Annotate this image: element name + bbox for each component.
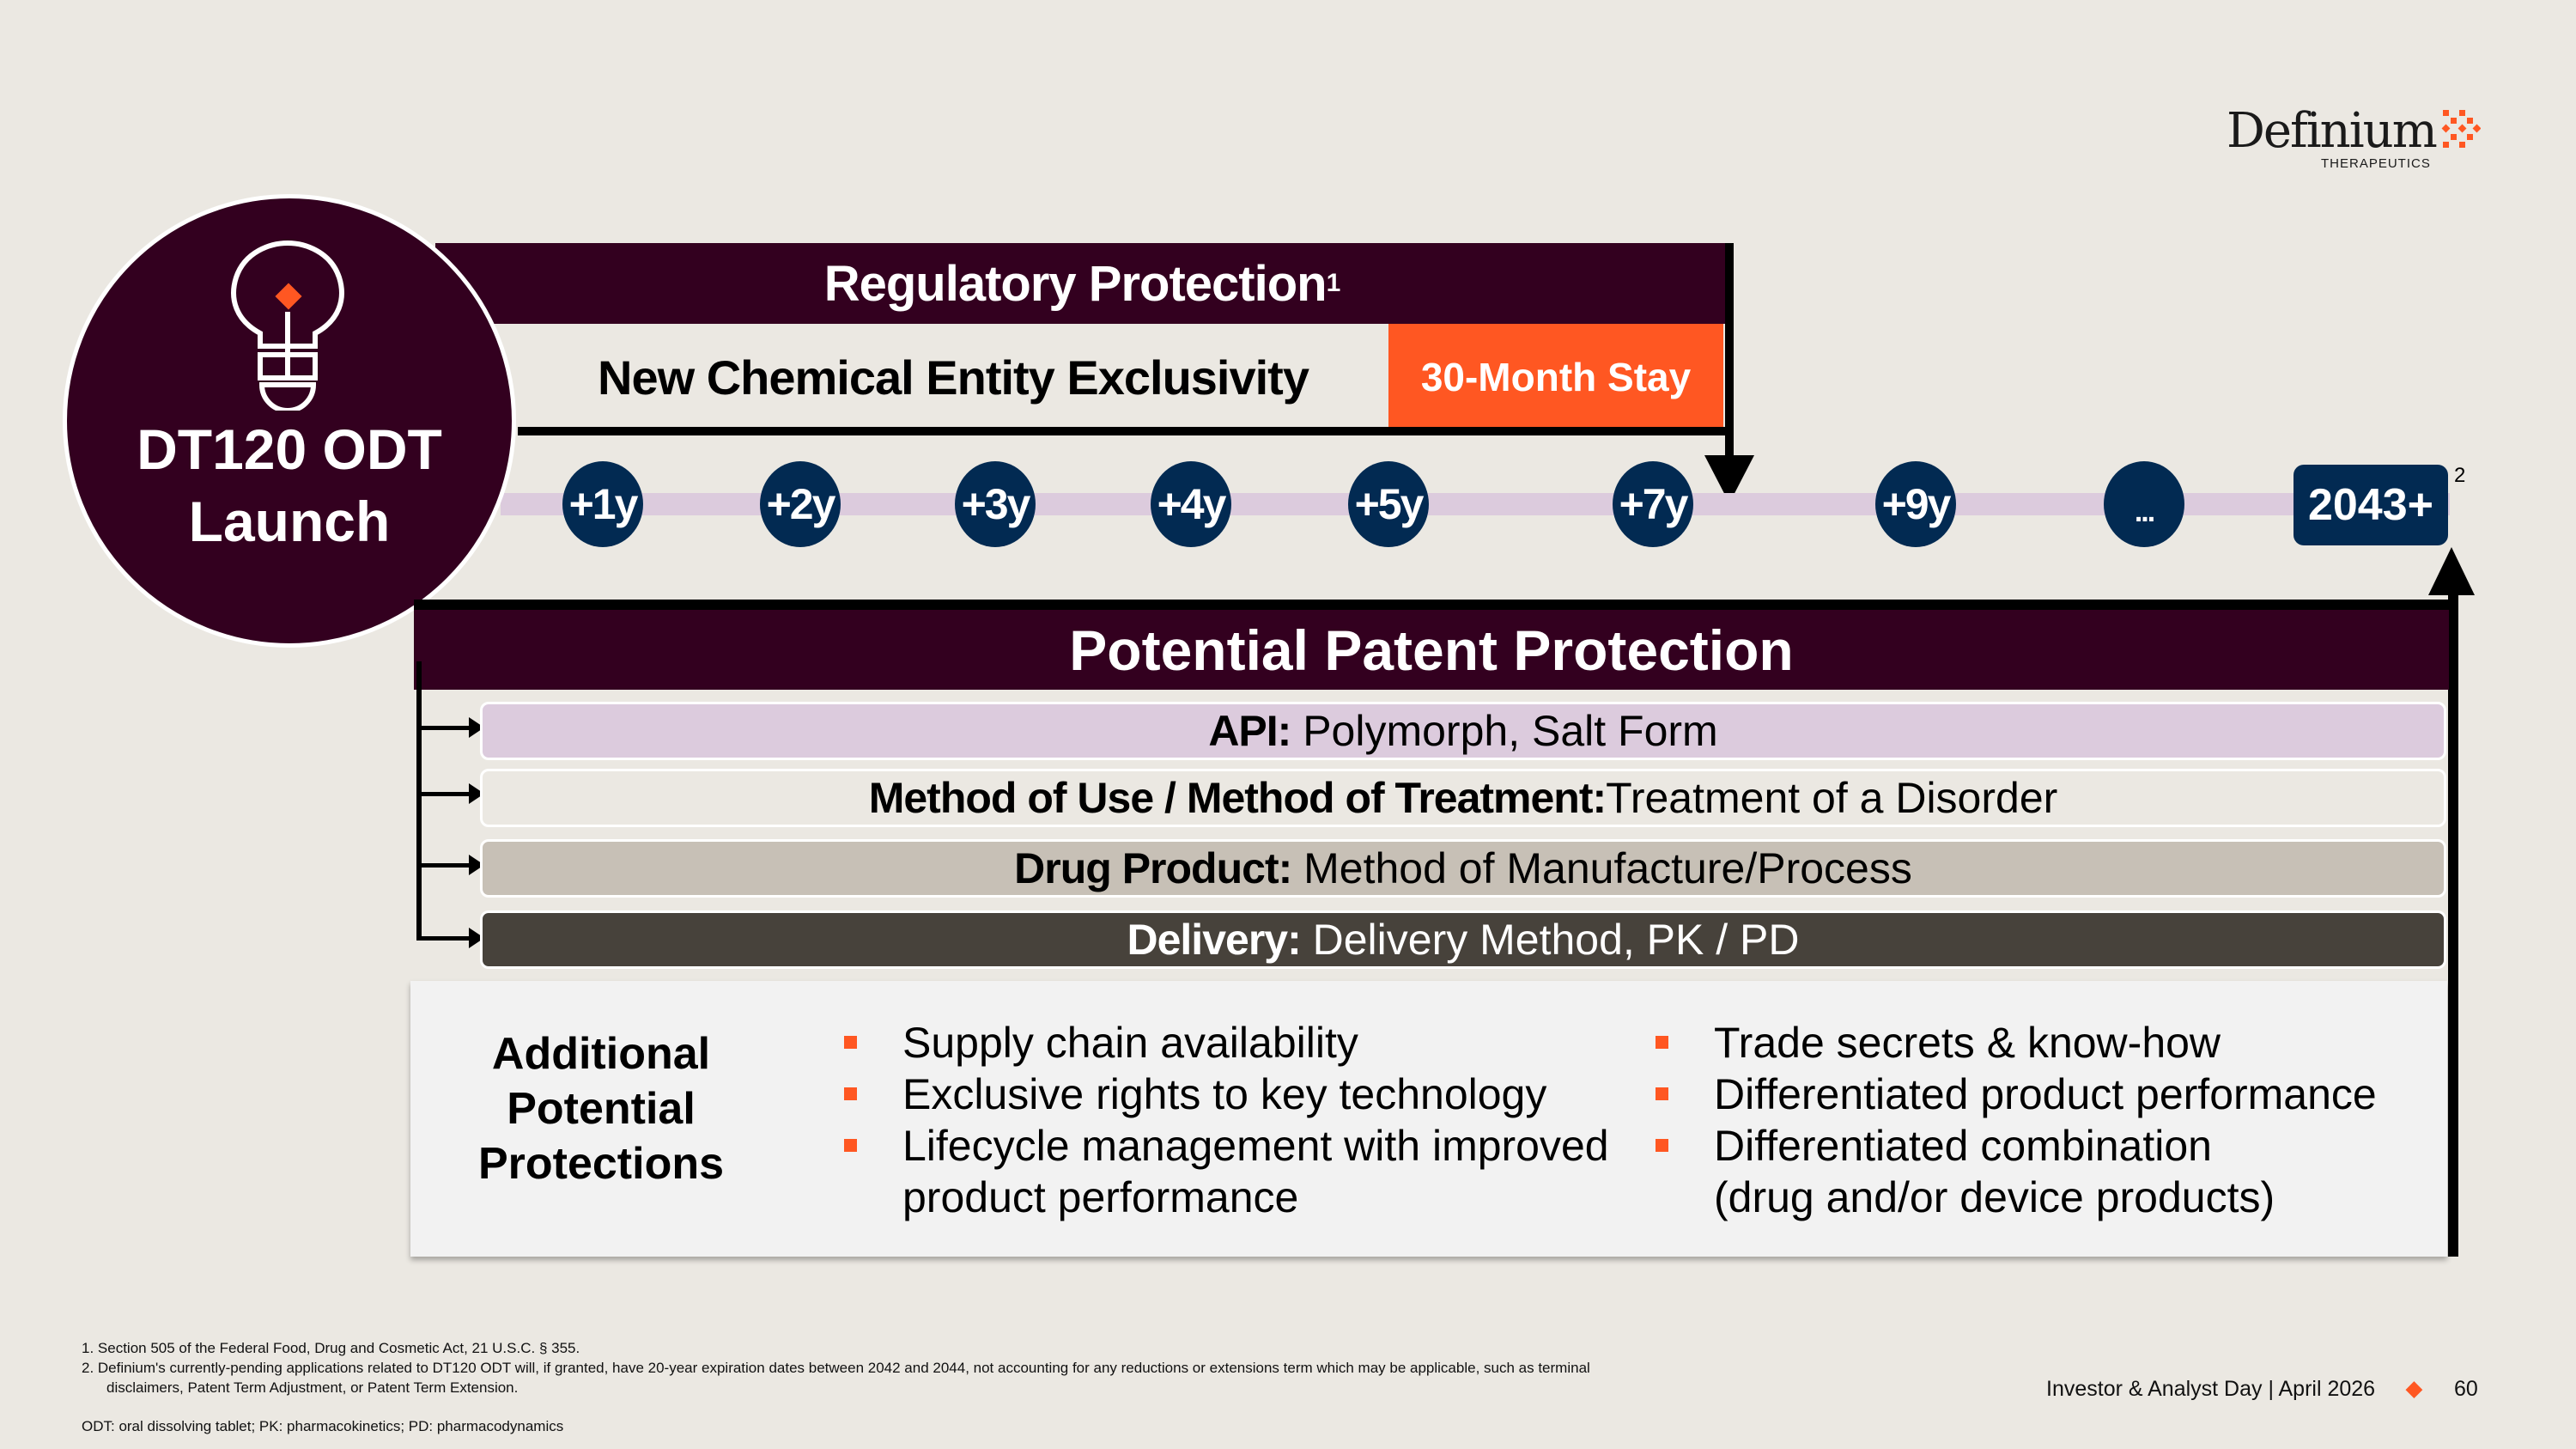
arrow-right-icon <box>419 783 484 804</box>
arrow-right-icon <box>419 928 484 948</box>
patent-row-api: API: Polymorph, Salt Form <box>480 702 2446 760</box>
row-label: Delivery: <box>1127 916 1302 964</box>
patent-row-drug-product: Drug Product: Method of Manufacture/Proc… <box>480 839 2446 898</box>
timeline-marker: +1y <box>562 461 643 547</box>
bullet-list-left: Supply chain availability Exclusive righ… <box>844 1017 1609 1223</box>
bullet-item-continued: product performance <box>902 1173 1299 1221</box>
bullet-item-continued: (drug and/or device products) <box>1714 1173 2275 1221</box>
row-label: API: <box>1208 707 1291 755</box>
regulatory-protection-header: Regulatory Protection 1 <box>435 243 1728 324</box>
page-number: 60 <box>2454 1377 2478 1401</box>
timeline-marker: +4y <box>1151 461 1231 547</box>
logo-subtitle: THERAPEUTICS <box>2321 156 2431 171</box>
launch-label-line: DT120 ODT <box>137 417 442 481</box>
timeline-marker: +3y <box>955 461 1036 547</box>
bullet-list-right: Trade secrets & know-how Differentiated … <box>1656 1017 2377 1223</box>
row-text: Delivery Method, PK / PD <box>1300 916 1800 964</box>
bullet-item: Trade secrets & know-how <box>1656 1017 2377 1068</box>
nce-exclusivity: New Chemical Entity Exclusivity <box>598 350 1309 405</box>
logo-mark-icon <box>2441 110 2481 148</box>
launch-label: DT120 ODT Launch <box>137 413 442 557</box>
title-line: Protections <box>477 1139 725 1189</box>
title-line: Potential <box>507 1084 696 1134</box>
bullet-item: Differentiated combination <box>1656 1120 2377 1172</box>
timeline-marker: +9y <box>1875 461 1956 547</box>
timeline-marker: +5y <box>1348 461 1429 547</box>
bullet-item: Differentiated product performance <box>1656 1068 2377 1120</box>
bullet-item: Supply chain availability <box>844 1017 1609 1068</box>
timeline-marker: +2y <box>760 461 841 547</box>
row-text: Polymorph, Salt Form <box>1291 707 1718 755</box>
patent-row-delivery: Delivery: Delivery Method, PK / PD <box>480 910 2446 969</box>
footnote-2-continued: disclaimers, Patent Term Adjustment, or … <box>106 1379 519 1396</box>
launch-label-line: Launch <box>188 490 391 553</box>
additional-protections-box <box>410 981 2447 1257</box>
title-line: Additional <box>491 1029 711 1079</box>
thirty-month-stay: 30-Month Stay <box>1388 324 1723 430</box>
patent-protection-header: Potential Patent Protection <box>414 600 2449 690</box>
row-text: Treatment of a Disorder <box>1606 774 2058 822</box>
footnote-ref: 1 <box>1326 269 1341 297</box>
bullet-item: Lifecycle management with improved <box>844 1120 1609 1172</box>
diamond-icon <box>2405 1381 2423 1398</box>
timeline-marker-ellipsis: ... <box>2104 461 2184 547</box>
footnotes: 1. Section 505 of the Federal Food, Drug… <box>82 1338 1590 1436</box>
logo-name: Definium <box>2227 103 2438 159</box>
row-label: Drug Product: <box>1014 844 1292 892</box>
launch-circle: DT120 ODT Launch <box>63 194 516 648</box>
bullet-item: Exclusive rights to key technology <box>844 1068 1609 1120</box>
regulatory-title: Regulatory Protection <box>823 255 1327 312</box>
footnote-1: 1. Section 505 of the Federal Food, Drug… <box>82 1340 580 1356</box>
row-label: Method of Use / Method of Treatment: <box>868 774 1607 822</box>
lightbulb-icon <box>231 240 344 411</box>
arrow-right-icon <box>419 717 484 738</box>
footnote-ref: 2 <box>2454 464 2466 487</box>
row-text: Method of Manufacture/Process <box>1291 844 1912 892</box>
regulatory-bracket-line <box>518 427 1732 435</box>
connector-line <box>416 661 422 941</box>
patent-arrow-line <box>2448 593 2458 1257</box>
patent-row-method-of-use: Method of Use / Method of Treatment: Trea… <box>480 769 2446 827</box>
footnote-2: 2. Definium's currently-pending applicat… <box>82 1360 1590 1376</box>
arrow-up-icon <box>2428 547 2475 595</box>
arrow-right-icon <box>419 855 484 875</box>
timeline-end-year: 2043+ <box>2293 465 2448 545</box>
timeline-marker: +7y <box>1613 461 1693 547</box>
regulatory-arrow-line <box>1725 243 1734 458</box>
abbreviations: ODT: oral dissolving tablet; PK: pharmac… <box>82 1418 564 1434</box>
footer-event: Investor & Analyst Day | April 2026 <box>2046 1377 2376 1401</box>
additional-protections-title: Additional Potential Protections <box>438 1026 764 1191</box>
company-logo: Definium THERAPEUTICS <box>2227 103 2438 171</box>
